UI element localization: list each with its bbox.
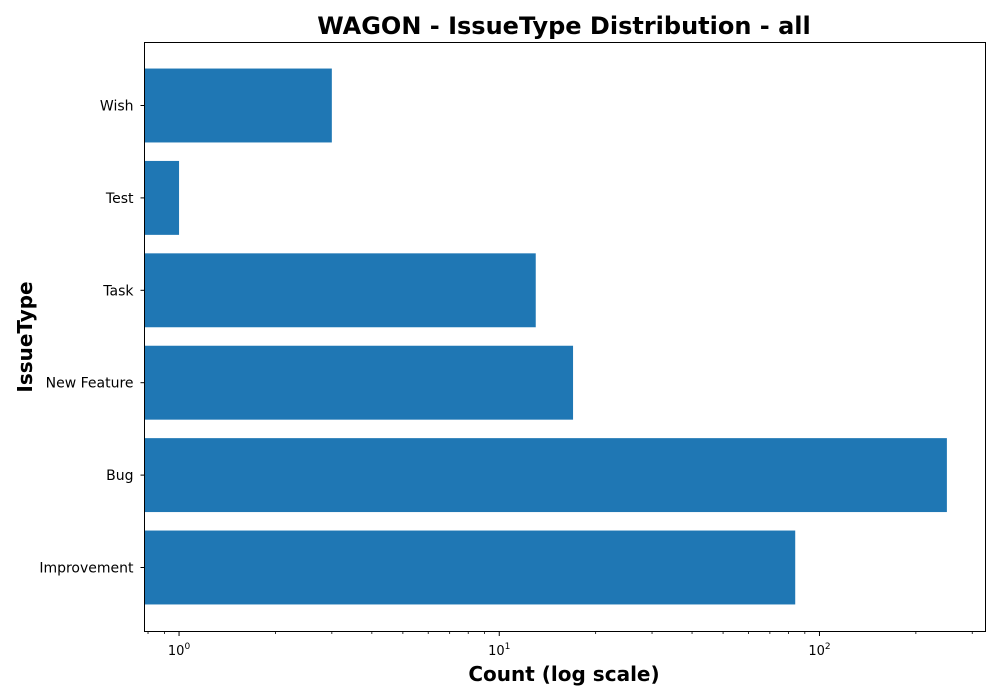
plot-frame: [144, 42, 986, 632]
bars-group: [144, 68, 947, 605]
y-tick-label: Test: [105, 191, 134, 207]
bar-new-feature: [144, 345, 574, 420]
y-tick-label: New Feature: [46, 376, 134, 392]
y-axis-label: IssueType: [13, 281, 37, 392]
y-tick-label: Wish: [100, 99, 134, 115]
bar-bug: [144, 438, 947, 513]
x-ticks-group: 100 101 102: [147, 631, 973, 659]
y-tick-label: Bug: [106, 468, 133, 484]
y-tick-label: Improvement: [39, 561, 134, 577]
x-tick-label: 102: [808, 642, 830, 659]
chart-title: WAGON - IssueType Distribution - all: [317, 12, 811, 40]
y-ticks-group: Improvement Bug New Feature Task Test Wish: [39, 99, 145, 577]
x-tick-label: 100: [168, 642, 191, 659]
bar-test: [144, 160, 180, 235]
bar-task: [144, 253, 536, 328]
bar-wish: [144, 68, 332, 143]
bar-improvement: [144, 530, 796, 605]
x-axis-label: Count (log scale): [468, 662, 659, 686]
y-tick-label: Task: [102, 283, 134, 299]
x-tick-label: 101: [488, 642, 510, 659]
